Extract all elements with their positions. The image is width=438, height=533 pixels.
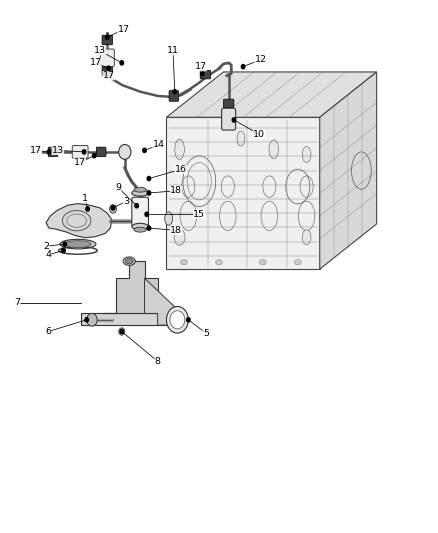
Circle shape: [173, 90, 177, 94]
Circle shape: [143, 148, 146, 152]
FancyBboxPatch shape: [102, 67, 113, 76]
Text: 2: 2: [43, 242, 49, 251]
FancyBboxPatch shape: [169, 91, 179, 101]
Ellipse shape: [302, 230, 311, 245]
Circle shape: [85, 318, 88, 322]
Ellipse shape: [132, 190, 148, 196]
Text: 11: 11: [167, 46, 179, 55]
Polygon shape: [320, 72, 377, 269]
Text: 10: 10: [253, 130, 265, 139]
Polygon shape: [46, 204, 112, 238]
Text: 3: 3: [123, 197, 129, 206]
Text: 8: 8: [155, 357, 161, 366]
Text: 18: 18: [170, 187, 182, 195]
Circle shape: [201, 71, 204, 76]
Circle shape: [63, 242, 67, 246]
Text: 12: 12: [254, 55, 267, 64]
Text: 5: 5: [203, 329, 209, 337]
Text: 17: 17: [102, 71, 115, 80]
Circle shape: [92, 154, 96, 158]
Circle shape: [111, 206, 115, 210]
Polygon shape: [81, 313, 184, 325]
Text: 14: 14: [152, 141, 165, 149]
Circle shape: [62, 248, 65, 253]
Ellipse shape: [180, 260, 187, 265]
Circle shape: [107, 66, 110, 70]
FancyBboxPatch shape: [132, 197, 148, 227]
Ellipse shape: [237, 131, 245, 146]
Circle shape: [232, 118, 236, 122]
FancyBboxPatch shape: [200, 70, 211, 79]
Circle shape: [147, 191, 151, 195]
FancyBboxPatch shape: [48, 147, 58, 157]
Circle shape: [120, 329, 124, 334]
Text: 6: 6: [45, 327, 51, 336]
Text: 13: 13: [52, 146, 64, 155]
Ellipse shape: [165, 212, 173, 225]
Polygon shape: [103, 261, 158, 313]
Ellipse shape: [302, 147, 311, 163]
Text: 17: 17: [74, 158, 86, 167]
Circle shape: [87, 313, 97, 326]
FancyBboxPatch shape: [72, 146, 88, 158]
Text: 13: 13: [94, 46, 106, 55]
Circle shape: [110, 205, 117, 213]
Text: 17: 17: [30, 146, 42, 155]
FancyBboxPatch shape: [100, 49, 114, 67]
Circle shape: [86, 207, 89, 211]
Text: 1: 1: [82, 194, 88, 203]
Circle shape: [170, 311, 185, 329]
Circle shape: [119, 328, 125, 335]
Text: 15: 15: [193, 210, 205, 219]
Ellipse shape: [134, 227, 146, 232]
Ellipse shape: [215, 260, 222, 265]
Circle shape: [147, 176, 151, 181]
FancyBboxPatch shape: [134, 200, 146, 211]
Ellipse shape: [269, 140, 279, 159]
FancyBboxPatch shape: [96, 147, 106, 157]
FancyBboxPatch shape: [102, 35, 113, 45]
Circle shape: [106, 35, 109, 39]
Text: 9: 9: [115, 183, 121, 192]
Text: 18: 18: [170, 226, 182, 235]
Ellipse shape: [60, 239, 96, 249]
Circle shape: [119, 144, 131, 159]
FancyBboxPatch shape: [222, 108, 236, 130]
Polygon shape: [145, 278, 182, 325]
Ellipse shape: [134, 187, 146, 192]
Ellipse shape: [294, 260, 301, 265]
Circle shape: [241, 64, 245, 69]
Ellipse shape: [174, 229, 185, 245]
Ellipse shape: [125, 259, 133, 264]
Circle shape: [120, 61, 124, 65]
Circle shape: [187, 318, 190, 322]
Ellipse shape: [65, 241, 91, 247]
Text: 4: 4: [45, 251, 51, 259]
Circle shape: [135, 204, 138, 208]
Polygon shape: [166, 117, 320, 269]
Circle shape: [145, 212, 148, 216]
Text: 17: 17: [117, 25, 130, 34]
Circle shape: [47, 150, 51, 154]
Polygon shape: [166, 72, 377, 117]
Ellipse shape: [132, 223, 148, 230]
Ellipse shape: [175, 139, 184, 159]
Circle shape: [166, 306, 188, 333]
Ellipse shape: [123, 257, 135, 265]
Ellipse shape: [259, 260, 266, 265]
Text: 17: 17: [194, 62, 207, 71]
Text: 16: 16: [174, 165, 187, 174]
Text: 7: 7: [14, 298, 21, 307]
Circle shape: [147, 226, 151, 230]
Circle shape: [82, 150, 86, 154]
Text: 17: 17: [89, 59, 102, 67]
FancyBboxPatch shape: [223, 99, 234, 108]
